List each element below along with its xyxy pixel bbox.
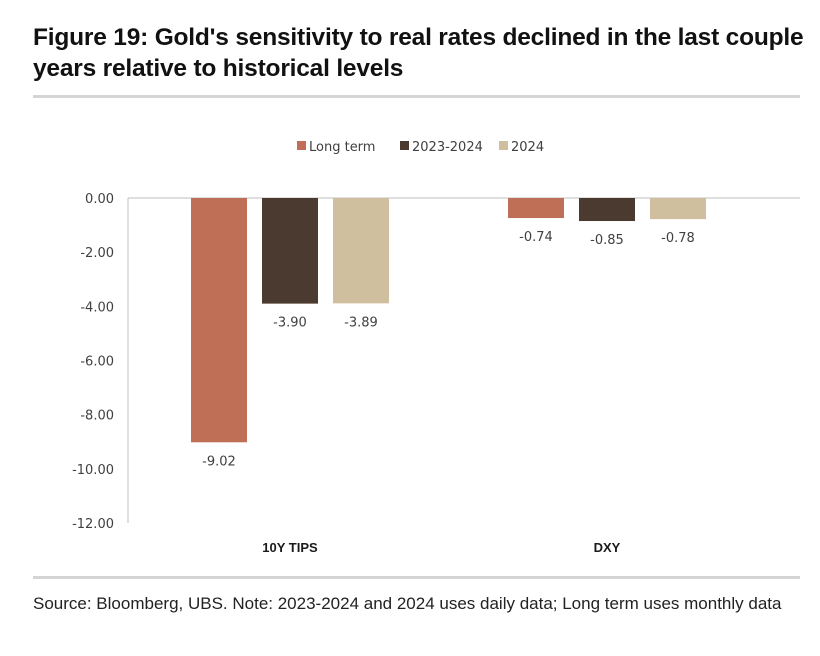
bar-2023-2024-dxy <box>579 198 635 222</box>
bar-group: -9.02 -3.90 -3.89 -0.74 -0.85 -0.78 <box>191 198 706 469</box>
data-label: -9.02 <box>202 454 236 469</box>
legend-swatch <box>400 141 409 150</box>
y-tick-label: 0.00 <box>85 192 114 207</box>
bar-long-term-dxy <box>508 198 564 219</box>
bar-2024-dxy <box>650 198 706 220</box>
y-axis: 0.00 -2.00 -4.00 -6.00 -8.00 -10.00 -12.00 <box>72 192 800 532</box>
bottom-divider <box>33 576 800 579</box>
legend-swatch <box>499 141 508 150</box>
data-label: -0.85 <box>590 233 624 248</box>
y-tick-label: -2.00 <box>80 246 114 261</box>
chart-legend: Long term 2023-2024 2024 <box>297 140 544 155</box>
source-note: Source: Bloomberg, UBS. Note: 2023-2024 … <box>33 594 782 613</box>
bar-chart: Long term 2023-2024 2024 0.00 -2.00 -4.00 -6.… <box>72 140 800 555</box>
y-tick-label: -4.00 <box>80 300 114 315</box>
figure-title: Figure 19: Gold's sensitivity to real ra… <box>33 24 804 82</box>
x-category-label: DXY <box>594 540 621 555</box>
legend-item: 2023-2024 <box>400 140 483 155</box>
x-category-label: 10Y TIPS <box>262 540 318 555</box>
legend-item: Long term <box>297 140 375 155</box>
data-label: -3.90 <box>273 316 307 331</box>
y-tick-label: -10.00 <box>72 463 114 478</box>
legend-label: 2024 <box>511 140 544 155</box>
bar-2024-10y-tips <box>333 198 389 304</box>
data-label: -3.89 <box>344 315 378 330</box>
data-label: -0.78 <box>661 231 695 246</box>
legend-item: 2024 <box>499 140 544 155</box>
bar-long-term-10y-tips <box>191 198 247 443</box>
data-label: -0.74 <box>519 230 553 245</box>
y-tick-label: -6.00 <box>80 355 114 370</box>
bar-2023-2024-10y-tips <box>262 198 318 304</box>
y-tick-label: -8.00 <box>80 409 114 424</box>
x-axis-categories: 10Y TIPS DXY <box>262 540 620 555</box>
legend-swatch <box>297 141 306 150</box>
top-divider <box>33 95 800 98</box>
y-tick-label: -12.00 <box>72 517 114 532</box>
legend-label: 2023-2024 <box>412 140 483 155</box>
legend-label: Long term <box>309 140 375 155</box>
